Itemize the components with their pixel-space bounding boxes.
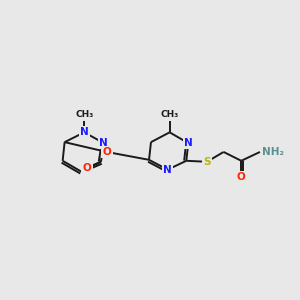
Text: O: O — [102, 147, 111, 157]
Text: N: N — [184, 138, 193, 148]
Text: CH₃: CH₃ — [160, 110, 179, 119]
Text: O: O — [83, 163, 92, 173]
Text: N: N — [163, 165, 172, 175]
Text: N: N — [100, 138, 108, 148]
Text: S: S — [203, 157, 211, 167]
Text: CH₃: CH₃ — [75, 110, 93, 119]
Text: N: N — [80, 127, 88, 137]
Text: O: O — [237, 172, 246, 182]
Text: NH₂: NH₂ — [262, 147, 284, 157]
